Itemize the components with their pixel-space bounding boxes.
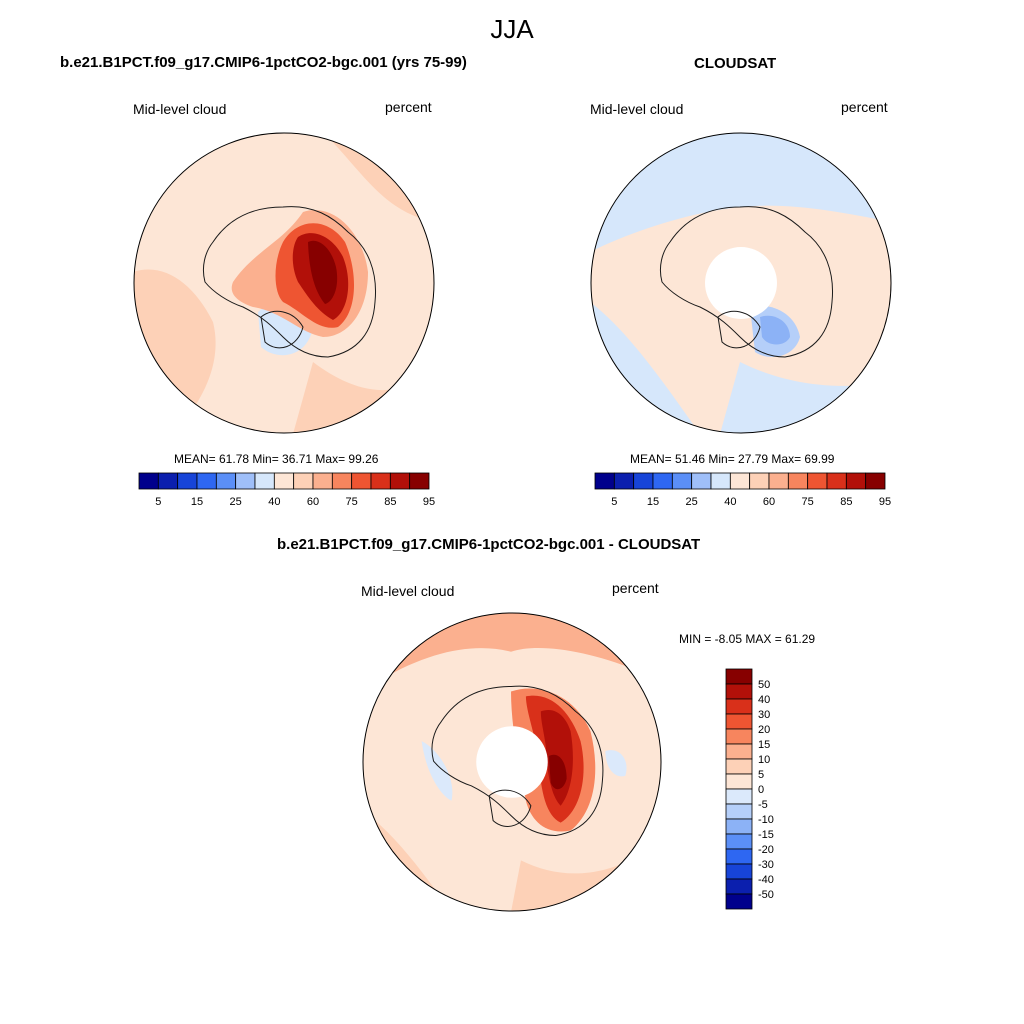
model-colorbar-box: [351, 472, 372, 490]
obs-colorbar-tick: 60: [763, 496, 775, 508]
diff-colorbar-box: [725, 788, 753, 805]
model-panel-title: b.e21.B1PCT.f09_g17.CMIP6-1pctCO2-bgc.00…: [60, 54, 467, 71]
diff-colorbar-tick: -10: [758, 814, 774, 826]
diff-colorbar-box: [725, 818, 753, 835]
diff-colorbar-box: [725, 878, 753, 895]
diff-colorbar-tick: -20: [758, 844, 774, 856]
obs-colorbar-box: [749, 472, 770, 490]
diff-stats: MIN = -8.05 MAX = 61.29: [679, 632, 816, 646]
diff-variable-label: Mid-level cloud: [361, 583, 455, 599]
model-colorbar-box: [312, 472, 333, 490]
diff-colorbar-box: [725, 863, 753, 880]
model-colorbar-box: [235, 472, 256, 490]
obs-colorbar-box: [594, 472, 615, 490]
model-colorbar-box: [293, 472, 314, 490]
diff-colorbar-tick: -30: [758, 859, 774, 871]
obs-colorbar-box: [845, 472, 867, 490]
model-units-label: percent: [385, 99, 432, 115]
obs-colorbar-box: [787, 472, 809, 490]
model-polar-map: [133, 132, 435, 434]
obs-colorbar-box: [807, 472, 828, 490]
obs-colorbar-box: [691, 472, 712, 490]
diff-colorbar-box: [725, 713, 753, 730]
diff-colorbar-box: [725, 833, 753, 850]
obs-colorbar-tick: 5: [611, 496, 617, 508]
diff-colorbar-tick: -15: [758, 829, 774, 841]
obs-polar-map: [590, 132, 892, 434]
model-colorbar-tick: 95: [423, 496, 435, 508]
model-colorbar-tick: 85: [384, 496, 396, 508]
model-colorbar-box: [138, 472, 159, 490]
obs-units-label: percent: [841, 99, 888, 115]
diff-colorbar-tick: -50: [758, 889, 774, 901]
diff-colorbar-tick: 40: [758, 694, 770, 706]
diff-colorbar-tick: 0: [758, 784, 764, 796]
model-colorbar-box: [177, 472, 198, 490]
obs-colorbar: 5 15 25 40 60 75 85 95: [594, 472, 891, 508]
model-colorbar-tick: 60: [307, 496, 319, 508]
model-colorbar-tick: 5: [155, 496, 161, 508]
diff-colorbar-tick: -40: [758, 874, 774, 886]
obs-colorbar-tick: 15: [647, 496, 659, 508]
diff-colorbar-box: [725, 743, 753, 760]
obs-colorbar-box: [826, 472, 847, 490]
obs-colorbar-box: [633, 472, 654, 490]
obs-colorbar-box: [671, 472, 693, 490]
obs-colorbar-box: [652, 472, 673, 490]
model-colorbar-tick: 15: [191, 496, 203, 508]
diff-colorbar-box: [725, 683, 753, 700]
model-stats: MEAN= 61.78 Min= 36.71 Max= 99.26: [174, 452, 379, 466]
obs-colorbar-tick: 75: [802, 496, 814, 508]
diff-units-label: percent: [612, 580, 659, 596]
diff-colorbar-tick: 20: [758, 724, 770, 736]
obs-colorbar-box: [768, 472, 789, 490]
obs-colorbar-tick: 40: [724, 496, 736, 508]
model-colorbar-box: [331, 472, 353, 490]
diff-colorbar-box: [725, 698, 753, 715]
diff-colorbar-tick: 30: [758, 709, 770, 721]
diff-colorbar-tick: -5: [758, 799, 768, 811]
diff-colorbar-tick: 15: [758, 739, 770, 751]
model-colorbar-box: [157, 472, 179, 490]
model-colorbar-box: [215, 472, 237, 490]
diff-colorbar-box: [725, 893, 753, 910]
model-variable-label: Mid-level cloud: [133, 101, 227, 117]
model-colorbar-tick: 25: [230, 496, 242, 508]
diff-colorbar-box: [725, 758, 753, 775]
model-colorbar-box: [370, 472, 391, 490]
model-colorbar-box: [409, 472, 430, 490]
obs-colorbar-tick: 95: [879, 496, 891, 508]
model-colorbar-box: [254, 472, 275, 490]
obs-colorbar-box: [865, 472, 886, 490]
model-colorbar: 5 15 25 40 60 75 85 95: [138, 472, 435, 508]
diff-colorbar-box: [725, 803, 753, 820]
diff-panel-title: b.e21.B1PCT.f09_g17.CMIP6-1pctCO2-bgc.00…: [277, 536, 701, 553]
diff-colorbar-box: [725, 773, 753, 790]
diff-colorbar-box: [725, 728, 753, 745]
obs-colorbar-tick: 85: [840, 496, 852, 508]
obs-colorbar-box: [613, 472, 635, 490]
figure-title: JJA: [490, 14, 534, 44]
diff-polar-map: [362, 612, 662, 912]
obs-colorbar-box: [710, 472, 731, 490]
diff-colorbar-tick: 50: [758, 679, 770, 691]
diff-colorbar-tick: 5: [758, 769, 764, 781]
model-colorbar-box: [273, 472, 295, 490]
obs-colorbar-box: [729, 472, 751, 490]
model-colorbar-tick: 40: [268, 496, 280, 508]
model-colorbar-tick: 75: [346, 496, 358, 508]
obs-stats: MEAN= 51.46 Min= 27.79 Max= 69.99: [630, 452, 835, 466]
diff-colorbar-box: [725, 848, 753, 865]
diff-colorbar-tick: 10: [758, 754, 770, 766]
model-colorbar-box: [196, 472, 217, 490]
obs-panel-title: CLOUDSAT: [694, 55, 777, 72]
diff-colorbar-box: [725, 668, 753, 685]
model-colorbar-box: [389, 472, 411, 490]
obs-variable-label: Mid-level cloud: [590, 101, 684, 117]
obs-colorbar-tick: 25: [686, 496, 698, 508]
